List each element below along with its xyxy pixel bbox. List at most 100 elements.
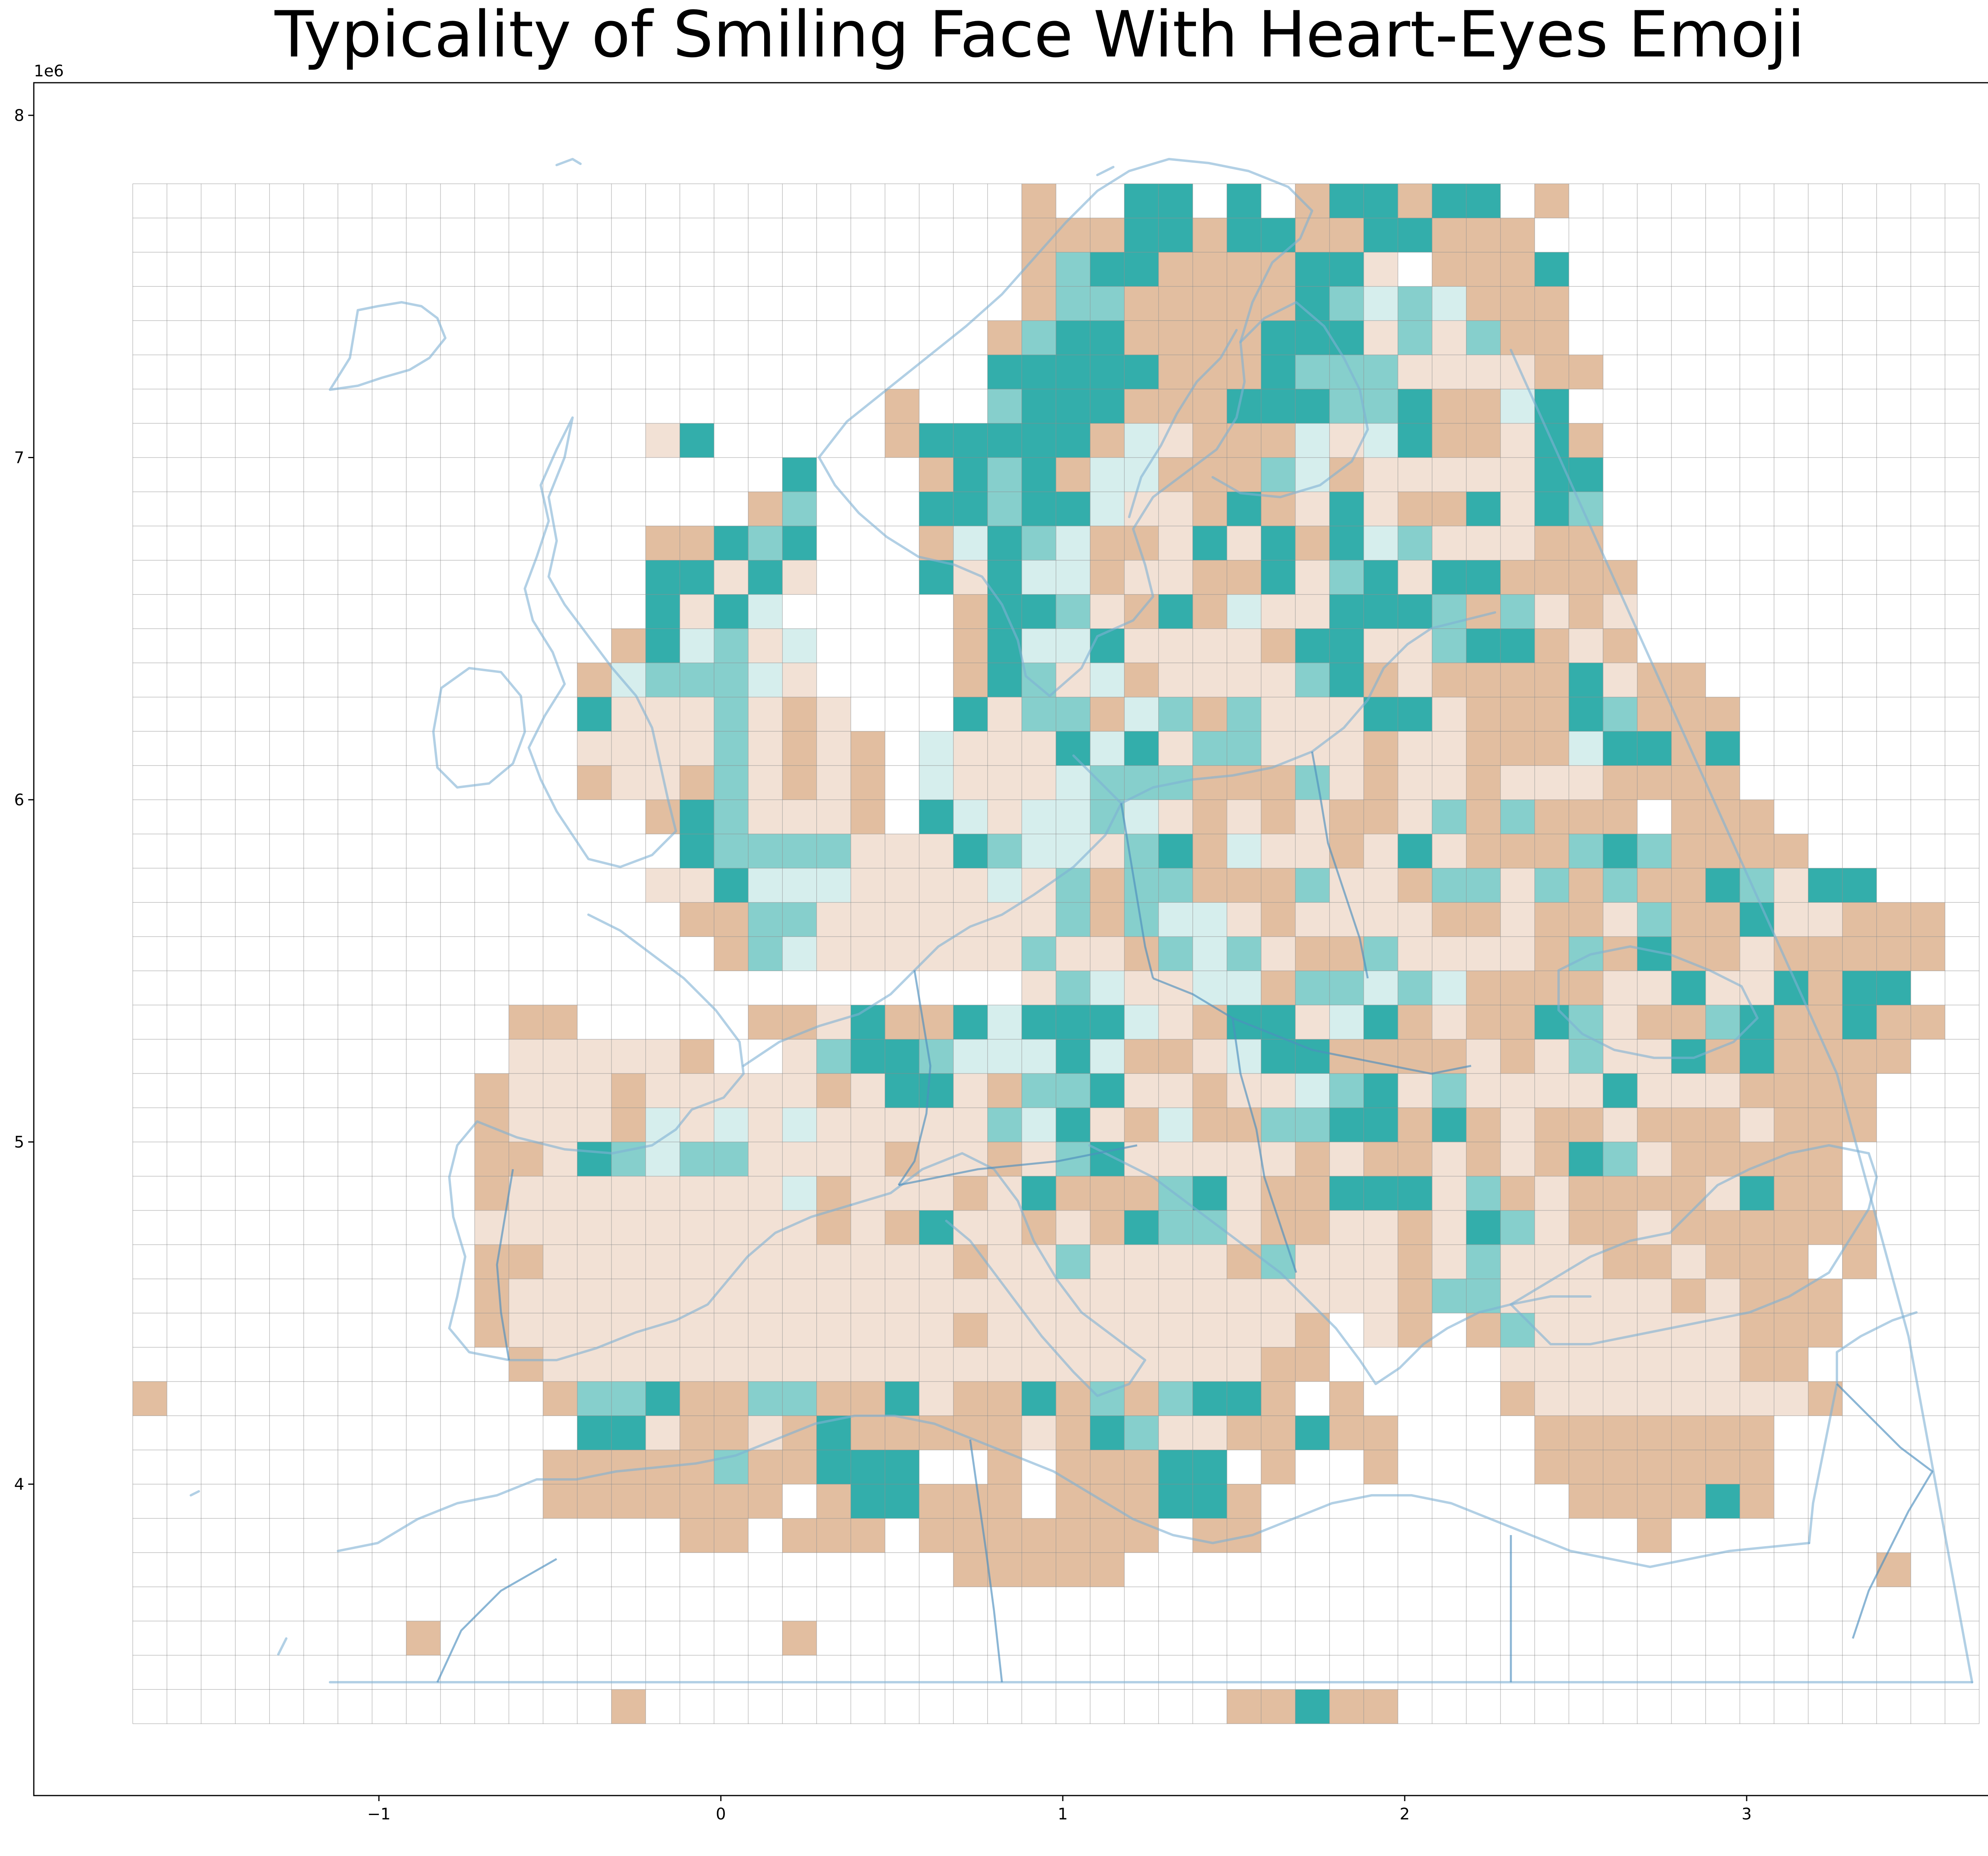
heatmap-cell (1534, 1313, 1569, 1347)
heatmap-cell (919, 1484, 953, 1519)
heatmap-cell (1500, 321, 1535, 355)
heatmap-cell (1329, 1073, 1364, 1108)
heatmap-cell (1432, 1244, 1466, 1279)
heatmap-cell (919, 1381, 953, 1416)
heatmap-cell (1637, 834, 1672, 869)
heatmap-cell (953, 1073, 988, 1108)
heatmap-cell (782, 1347, 817, 1382)
heatmap-cell (679, 663, 714, 697)
heatmap-cell (611, 1108, 646, 1142)
heatmap-cell (1569, 628, 1603, 663)
heatmap-cell (1295, 663, 1330, 697)
heatmap-cell (1603, 731, 1637, 766)
heatmap-cell (1363, 526, 1398, 560)
heatmap-cell (1261, 321, 1295, 355)
heatmap-cell (1740, 834, 1774, 869)
heatmap-cell (1774, 1210, 1808, 1245)
heatmap-cell (1432, 937, 1466, 971)
x-tick-label: 1 (1058, 1805, 1068, 1823)
heatmap-cell (543, 1347, 577, 1382)
heatmap-cell (1021, 1073, 1056, 1108)
heatmap-cell (1466, 697, 1501, 731)
heatmap-cell (1808, 1279, 1842, 1313)
heatmap-cell (1192, 663, 1227, 697)
heatmap-cell (1056, 1210, 1090, 1245)
heatmap-cell (782, 800, 817, 834)
heatmap-cell (919, 834, 953, 869)
heatmap-cell (1227, 526, 1261, 560)
heatmap-cell (1466, 766, 1501, 800)
heatmap-cell (782, 697, 817, 731)
heatmap-cell (1842, 1244, 1877, 1279)
heatmap-cell (1876, 1039, 1911, 1074)
heatmap-cell (1842, 937, 1877, 971)
heatmap-cell (1329, 902, 1364, 937)
heatmap-cell (1500, 526, 1535, 560)
heatmap-cell (1500, 1142, 1535, 1176)
heatmap-cell (953, 731, 988, 766)
heatmap-cell (1466, 834, 1501, 869)
heatmap-cell (714, 1210, 748, 1245)
heatmap-cell (1158, 628, 1193, 663)
heatmap-cell (645, 1484, 680, 1519)
heatmap-cell (1056, 628, 1090, 663)
heatmap-cell (885, 1381, 919, 1416)
heatmap-cell (1056, 389, 1090, 424)
heatmap-cell (748, 560, 782, 595)
heatmap-cell (1432, 355, 1466, 389)
coastline-iceland (329, 301, 447, 391)
heatmap-cell (1295, 1689, 1330, 1724)
heatmap-cell (1432, 1279, 1466, 1313)
heatmap-cell (1329, 218, 1364, 253)
heatmap-cell (1329, 1210, 1364, 1245)
heatmap-cell (509, 1005, 543, 1040)
heatmap-cell (1192, 1279, 1227, 1313)
heatmap-cell (1500, 389, 1535, 424)
heatmap-cell (1534, 389, 1569, 424)
heatmap-cell (1534, 834, 1569, 869)
coastline-continental-west (448, 913, 852, 1361)
heatmap-cell (645, 628, 680, 663)
heatmap-cell (919, 766, 953, 800)
heatmap-cell (1876, 1553, 1911, 1587)
heatmap-cell (1363, 355, 1398, 389)
heatmap-cell (919, 1176, 953, 1211)
heatmap-cell (1192, 1347, 1227, 1382)
heatmap-cell (474, 1108, 509, 1142)
heatmap-cell (919, 526, 953, 560)
heatmap-cell (1569, 492, 1603, 526)
heatmap-cell (1500, 594, 1535, 629)
heatmap-cell (1227, 628, 1261, 663)
heatmap-cell (1295, 937, 1330, 971)
heatmap-cell (1021, 697, 1056, 731)
heatmap-cell (1500, 902, 1535, 937)
heatmap-cell (1534, 937, 1569, 971)
heatmap-cell (1534, 1210, 1569, 1245)
heatmap-cell (1329, 526, 1364, 560)
heatmap-cell (1500, 868, 1535, 903)
heatmap-cell (1398, 902, 1432, 937)
heatmap-cell (1090, 457, 1124, 492)
heatmap-cell (679, 1347, 714, 1382)
heatmap-cell (1124, 663, 1159, 697)
heatmap-cell (1158, 1005, 1193, 1040)
heatmap-cell (1158, 800, 1193, 834)
heatmap-cell (850, 1347, 885, 1382)
heatmap-cell (1227, 1518, 1261, 1553)
heatmap-cell (850, 766, 885, 800)
heatmap-cell (1500, 1005, 1535, 1040)
heatmap-cell (1363, 834, 1398, 869)
heatmap-cell (1569, 457, 1603, 492)
coastline-mediterranean-north (850, 1152, 1146, 1397)
heatmap-cell (1295, 902, 1330, 937)
heatmap-cell (1261, 902, 1295, 937)
heatmap-cell (679, 628, 714, 663)
heatmap-cell (1808, 937, 1842, 971)
heatmap-cell (1637, 1484, 1672, 1519)
heatmap-cell (1227, 252, 1261, 287)
heatmap-cell (1227, 937, 1261, 971)
heatmap-cell (748, 1381, 782, 1416)
heatmap-cell (1056, 1073, 1090, 1108)
heatmap-cell (1637, 902, 1672, 937)
